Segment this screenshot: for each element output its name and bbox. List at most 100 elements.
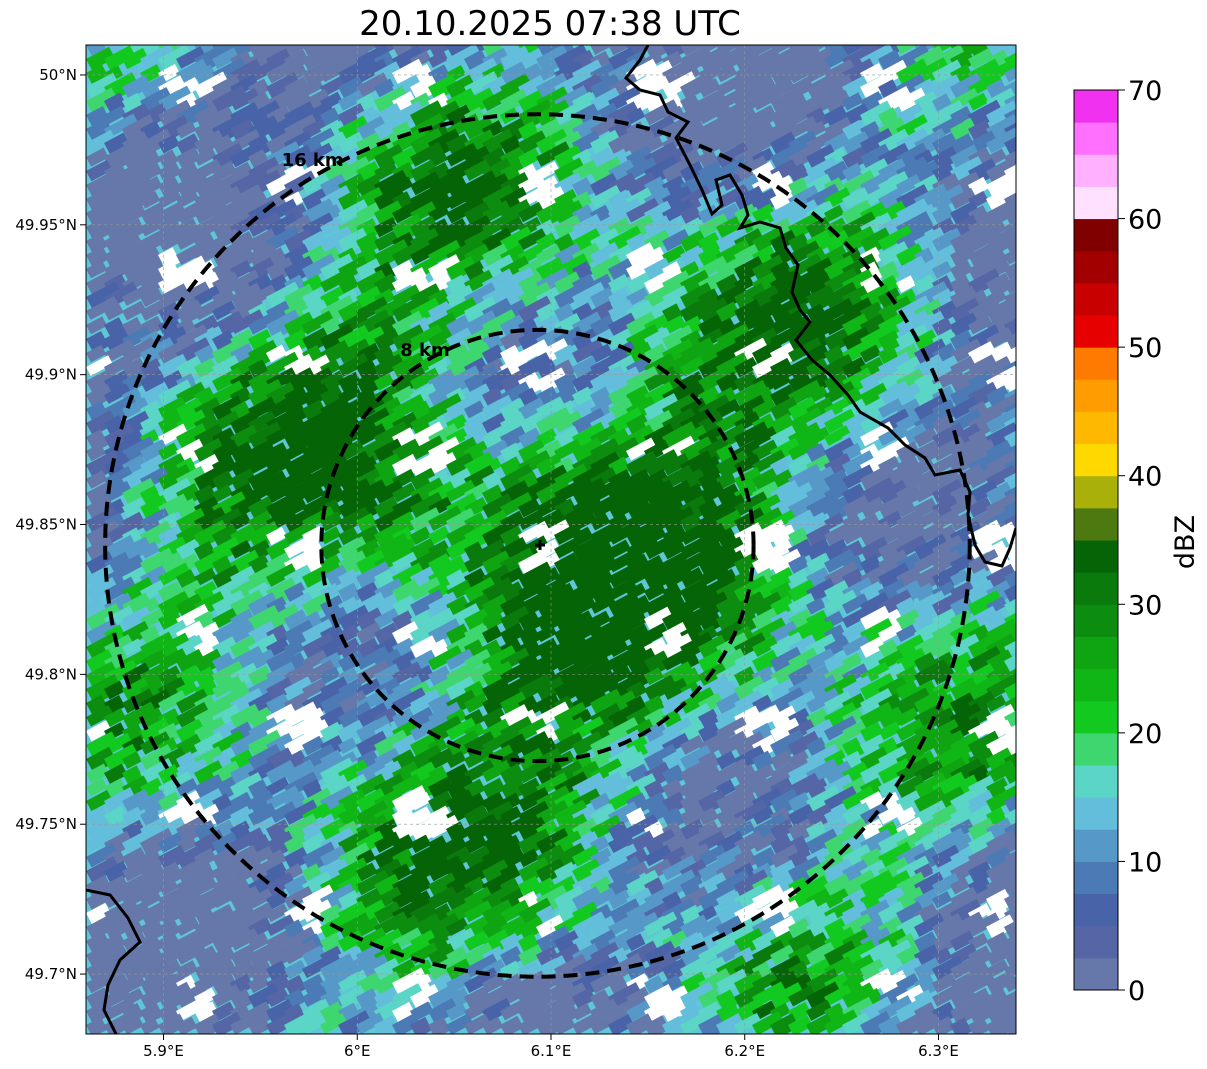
reflectivity-cell (374, 200, 406, 228)
reflectivity-cell (860, 227, 894, 256)
reflectivity-cell (896, 184, 930, 211)
reflectivity-cell (950, 367, 981, 393)
reflectivity-cell (482, 386, 504, 406)
reflectivity-cell (770, 57, 807, 88)
reflectivity-cell (842, 326, 873, 354)
reflectivity-cell (176, 120, 197, 139)
reflectivity-cell (211, 660, 247, 689)
reflectivity-cell (409, 744, 446, 775)
reflectivity-cell (391, 438, 423, 465)
reflectivity-cell (229, 453, 259, 479)
reflectivity-cell (626, 437, 657, 461)
reflectivity-cell (248, 717, 283, 747)
reflectivity-cell (355, 285, 385, 313)
reflectivity-cell (355, 581, 380, 603)
reflectivity-cell (967, 341, 998, 368)
reflectivity-cell (572, 355, 601, 382)
reflectivity-cell (644, 45, 669, 61)
reflectivity-cell (626, 311, 658, 338)
reflectivity-cell (680, 230, 708, 255)
reflectivity-cell (122, 142, 157, 170)
reflectivity-cell (356, 773, 387, 798)
reflectivity-cell (446, 176, 469, 198)
reflectivity-cell (895, 634, 927, 659)
reflectivity-cell (338, 131, 368, 159)
reflectivity-cell (446, 296, 478, 321)
reflectivity-cell (338, 719, 366, 743)
reflectivity-cell (734, 675, 766, 701)
reflectivity-cell (230, 282, 264, 311)
reflectivity-cell (878, 330, 903, 354)
reflectivity-cell (769, 188, 797, 213)
reflectivity-cell (320, 57, 354, 83)
reflectivity-cell (589, 771, 625, 798)
reflectivity-cell (1004, 645, 1016, 671)
colorbar-segment (1074, 765, 1118, 798)
reflectivity-cell (104, 708, 127, 728)
reflectivity-cell (194, 113, 231, 143)
colorbar-segment (1074, 540, 1118, 573)
reflectivity-cell (968, 663, 999, 690)
reflectivity-cell (211, 395, 245, 422)
reflectivity-cell (914, 160, 943, 187)
reflectivity-cell (176, 777, 198, 797)
reflectivity-cell (661, 621, 692, 649)
reflectivity-cell (212, 85, 249, 113)
reflectivity-cell (644, 536, 674, 560)
reflectivity-cell (968, 730, 1002, 758)
reflectivity-cell (949, 692, 977, 717)
radar-map[interactable]: 8 km 16 km (86, 29, 1041, 1041)
reflectivity-cell (121, 203, 147, 224)
reflectivity-cell (769, 705, 799, 730)
reflectivity-cell (464, 745, 495, 769)
reflectivity-cell (211, 380, 245, 406)
reflectivity-cell (590, 129, 624, 159)
reflectivity-cell (571, 731, 605, 757)
reflectivity-cell (175, 648, 206, 675)
reflectivity-cell (266, 563, 298, 587)
reflectivity-cell (914, 227, 948, 255)
reflectivity-cell (211, 607, 238, 629)
reflectivity-cell (571, 660, 608, 690)
reflectivity-cell (482, 610, 505, 631)
reflectivity-cell (373, 479, 405, 504)
reflectivity-cell (968, 176, 990, 197)
reflectivity-cell (229, 589, 267, 620)
reflectivity-cell (968, 466, 997, 489)
reflectivity-cell (193, 731, 225, 755)
reflectivity-cell (86, 661, 120, 690)
reflectivity-cell (554, 344, 576, 364)
reflectivity-cell (518, 510, 544, 531)
reflectivity-cell (482, 86, 516, 112)
reflectivity-cell (986, 272, 1014, 298)
reflectivity-cell (788, 57, 824, 84)
reflectivity-cell (409, 100, 445, 129)
reflectivity-cell (283, 619, 318, 649)
reflectivity-cell (787, 579, 818, 606)
reflectivity-cell (590, 287, 617, 311)
reflectivity-cell (752, 45, 786, 56)
reflectivity-cell (482, 594, 511, 620)
reflectivity-cell (878, 225, 914, 251)
reflectivity-cell (500, 328, 528, 353)
reflectivity-cell (463, 310, 500, 339)
reflectivity-cell (302, 719, 332, 745)
reflectivity-cell (715, 183, 750, 209)
reflectivity-cell (967, 92, 989, 111)
reflectivity-cell (230, 539, 253, 559)
reflectivity-cell (194, 760, 227, 789)
reflectivity-cell (1004, 594, 1016, 620)
reflectivity-cell (446, 142, 479, 167)
reflectivity-cell (769, 45, 804, 55)
reflectivity-cell (536, 367, 569, 395)
reflectivity-cell (140, 213, 171, 237)
reflectivity-cell (716, 142, 753, 173)
reflectivity-cell (986, 45, 1016, 61)
reflectivity-cell (139, 439, 169, 463)
reflectivity-cell (355, 132, 382, 154)
reflectivity-cell (661, 677, 690, 702)
reflectivity-cell (157, 247, 181, 270)
y-tick-label: 49.8°N (25, 665, 77, 683)
reflectivity-cell (121, 788, 154, 817)
reflectivity-cell (770, 646, 806, 677)
